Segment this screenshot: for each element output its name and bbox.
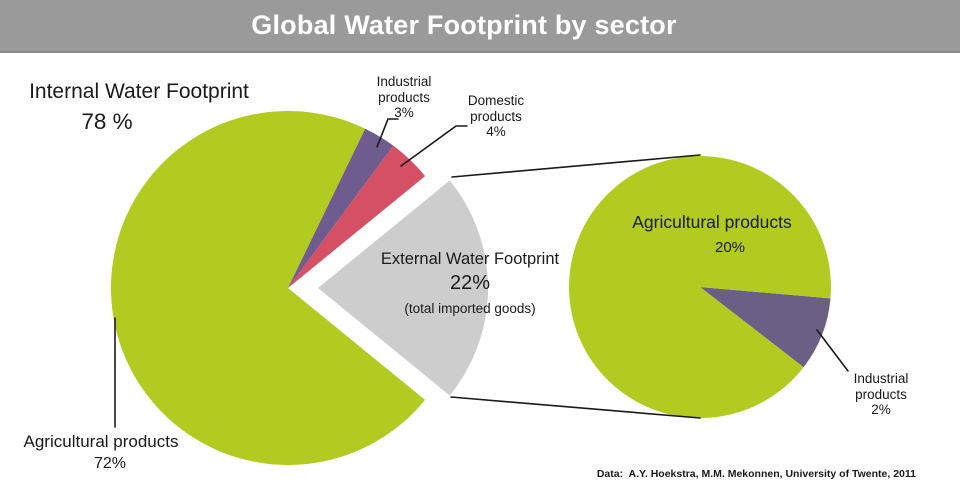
label-internal-agricultural-72pct: Agricultural products 72%: [12, 432, 190, 473]
leader-industrial-2pct: [816, 329, 849, 372]
slice-internal-domestic-products: [288, 145, 426, 288]
leader-lines: [114, 118, 849, 428]
label-domestic-products-4pct: Domestic products 4%: [453, 93, 539, 140]
slice-pct: 4%: [486, 124, 506, 139]
internal-pie-percentage: 78 %: [81, 109, 133, 134]
wedge-note: (total imported goods): [404, 301, 536, 316]
wedge-external-water-footprint: [318, 180, 489, 396]
leader-industrial-3pct: [376, 118, 399, 148]
connector-top: [451, 154, 701, 178]
slice-pct: 3%: [394, 105, 414, 120]
data-source-credit: Data: A.Y. Hoekstra, M.M. Mekonnen, Univ…: [596, 468, 916, 480]
slice-label: Industrial products: [376, 74, 432, 105]
wedge-pct: 22%: [449, 272, 491, 294]
slice-internal-agricultural-products: [110, 110, 426, 465]
slice-label: Agricultural products: [632, 212, 792, 232]
header-bar: Global Water Footprint by sector: [0, 0, 960, 53]
slice-pct: 72%: [93, 454, 127, 472]
label-external-industrial-2pct: Industrial products 2%: [838, 371, 924, 418]
slice-label: Domestic products: [467, 93, 525, 124]
slice-label: Industrial products: [853, 371, 909, 402]
wedge-title: External Water Footprint: [380, 250, 560, 268]
label-external-water-footprint: External Water Footprint 22% (total impo…: [370, 250, 570, 317]
connector-bottom: [450, 396, 701, 419]
pie-internal-water-footprint: [110, 110, 426, 465]
slice-internal-industrial-products: [288, 128, 394, 288]
slice-external-industrial-products: [700, 287, 831, 368]
label-industrial-products-3pct: Industrial products 3%: [363, 74, 445, 121]
pie-external-breakdown: [568, 156, 831, 419]
leader-domestic-4pct: [400, 125, 468, 167]
slice-pct: 2%: [871, 402, 891, 417]
slice-label: Agricultural products: [23, 432, 179, 451]
slice-external-agricultural-products: [568, 156, 831, 419]
slice-pct: 20%: [714, 239, 746, 257]
label-external-agricultural-20pct: Agricultural products 20%: [612, 212, 812, 256]
page-title: Global Water Footprint by sector: [251, 10, 677, 40]
internal-pie-title: Internal Water Footprint: [29, 80, 249, 103]
